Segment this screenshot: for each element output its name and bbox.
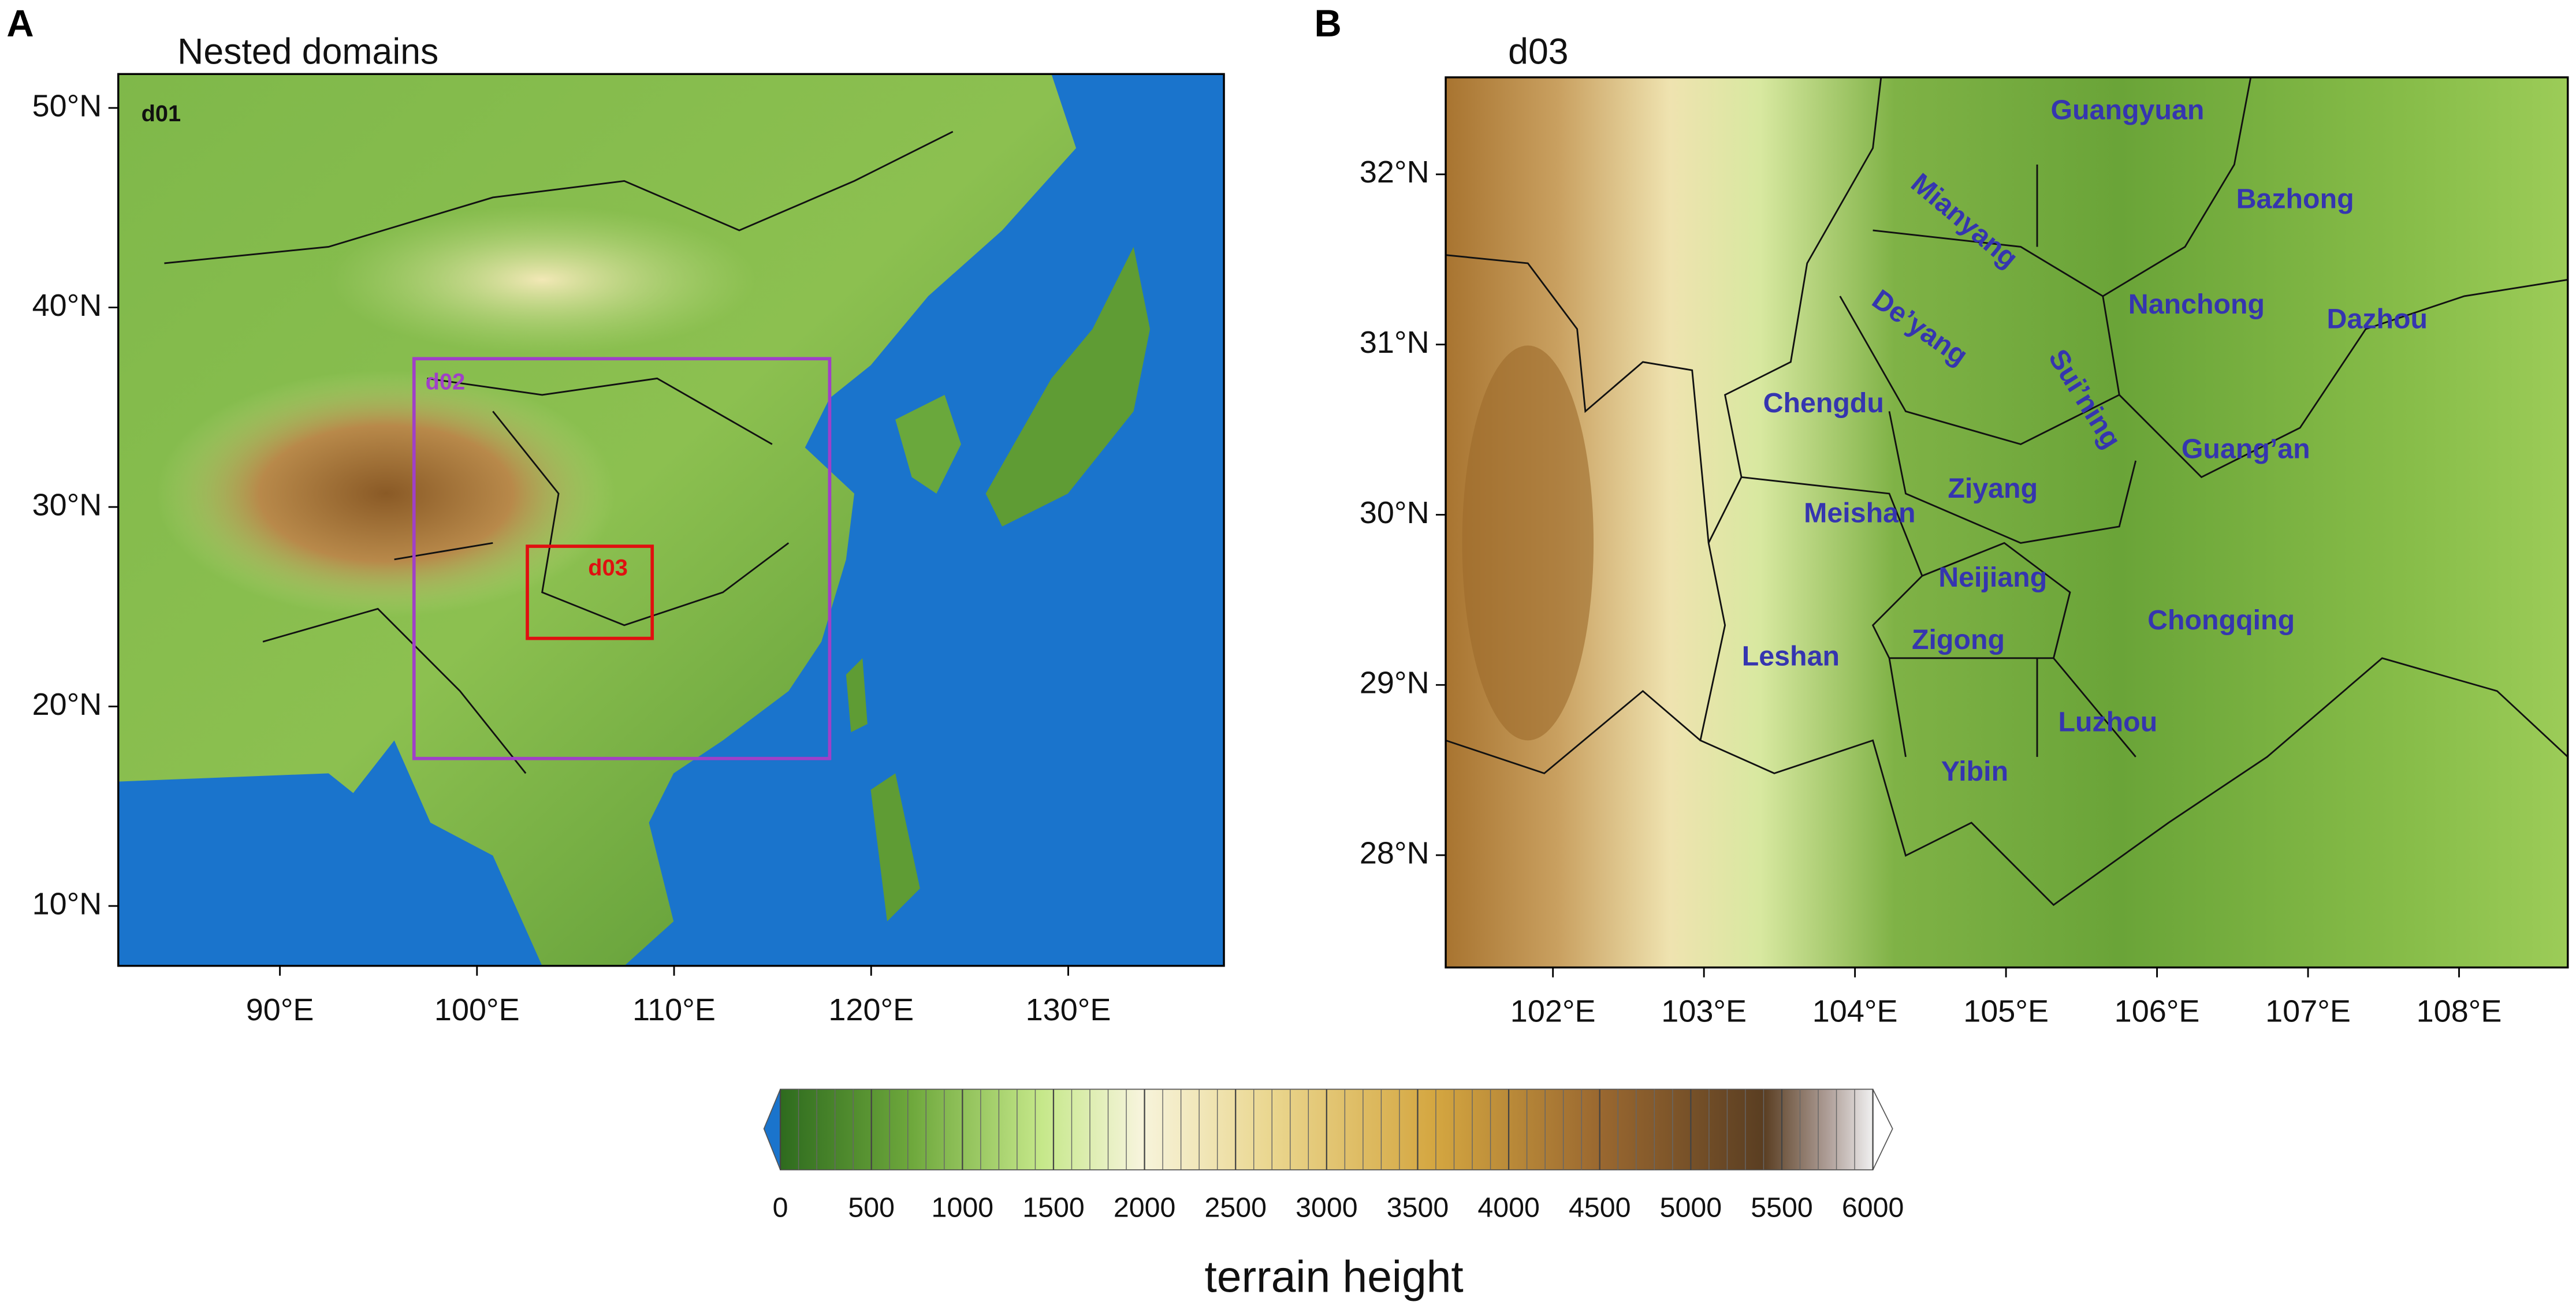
colorbar-tick-label: 6000 — [1842, 1192, 1904, 1223]
lat-tick-label: 20°N — [32, 687, 102, 722]
lat-tick-label: 28°N — [1360, 835, 1430, 870]
colorbar-tick-label: 3500 — [1387, 1192, 1449, 1223]
lat-tick-label: 31°N — [1360, 325, 1430, 360]
lon-tick-label: 103°E — [1661, 994, 1747, 1029]
colorbar-tick-label: 1000 — [932, 1192, 994, 1223]
city-label: Dazhou — [2327, 303, 2428, 334]
city-label: Ziyang — [1948, 473, 2038, 504]
colorbar-tick-label: 5500 — [1751, 1192, 1813, 1223]
city-label: Leshan — [1742, 641, 1840, 672]
panel-title: Nested domains — [177, 32, 438, 72]
lat-tick-label: 50°N — [32, 88, 102, 123]
city-label: Meishan — [1804, 498, 1915, 529]
lon-tick-label: 105°E — [1963, 994, 2049, 1029]
lat-tick-label: 32°N — [1360, 155, 1430, 189]
lon-tick-label: 102°E — [1510, 994, 1596, 1029]
city-label: Chongqing — [2147, 605, 2295, 636]
city-label: Neijiang — [1938, 562, 2047, 593]
panel-title: d03 — [1508, 32, 1568, 72]
lat-tick-label: 10°N — [32, 886, 102, 921]
lat-tick-label: 29°N — [1360, 666, 1430, 700]
colorbar-label: terrain height — [1205, 1252, 1464, 1301]
lat-tick-label: 40°N — [32, 288, 102, 323]
colorbar-tick-label: 1500 — [1022, 1192, 1085, 1223]
colorbar-tick-label: 5000 — [1660, 1192, 1722, 1223]
lon-tick-label: 108°E — [2417, 994, 2502, 1029]
panel-letter: B — [1315, 2, 1342, 44]
city-label: Guangyuan — [2051, 95, 2205, 126]
city-label: Yibin — [1941, 756, 2008, 787]
city-label: Bazhong — [2236, 183, 2354, 214]
map-a: d01 d02 d03 A Nested domains — [6, 2, 1225, 967]
colorbar-tick-label: 0 — [773, 1192, 788, 1223]
lon-tick-label: 130°E — [1026, 993, 1111, 1027]
lon-tick-label: 104°E — [1812, 994, 1898, 1029]
panel-letter: A — [6, 2, 33, 44]
lon-tick-label: 90°E — [246, 993, 314, 1027]
colorbar-tick-label: 4000 — [1477, 1192, 1540, 1223]
domain-label: d03 — [588, 555, 628, 580]
city-label: Nanchong — [2128, 289, 2265, 320]
lon-tick-label: 106°E — [2115, 994, 2200, 1029]
colorbar-tick-label: 2500 — [1204, 1192, 1267, 1223]
lat-tick-label: 30°N — [32, 487, 102, 522]
city-label: Luzhou — [2058, 707, 2157, 738]
colorbar-tick-label: 500 — [848, 1192, 895, 1223]
colorbar-tick-label: 3000 — [1296, 1192, 1358, 1223]
lon-tick-label: 100°E — [434, 993, 520, 1027]
lon-tick-label: 120°E — [828, 993, 914, 1027]
colorbar-tick-label: 4500 — [1569, 1192, 1631, 1223]
city-label: Guang’an — [2182, 434, 2310, 465]
lon-tick-label: 107°E — [2265, 994, 2351, 1029]
lon-tick-label: 110°E — [632, 993, 716, 1027]
domain-label: d01 — [142, 101, 181, 126]
city-label: Chengdu — [1763, 387, 1884, 419]
lat-tick-label: 30°N — [1360, 495, 1430, 530]
colorbar-tick-label: 2000 — [1114, 1192, 1176, 1223]
domain-label: d02 — [426, 369, 466, 394]
city-label: Zigong — [1912, 624, 2005, 655]
